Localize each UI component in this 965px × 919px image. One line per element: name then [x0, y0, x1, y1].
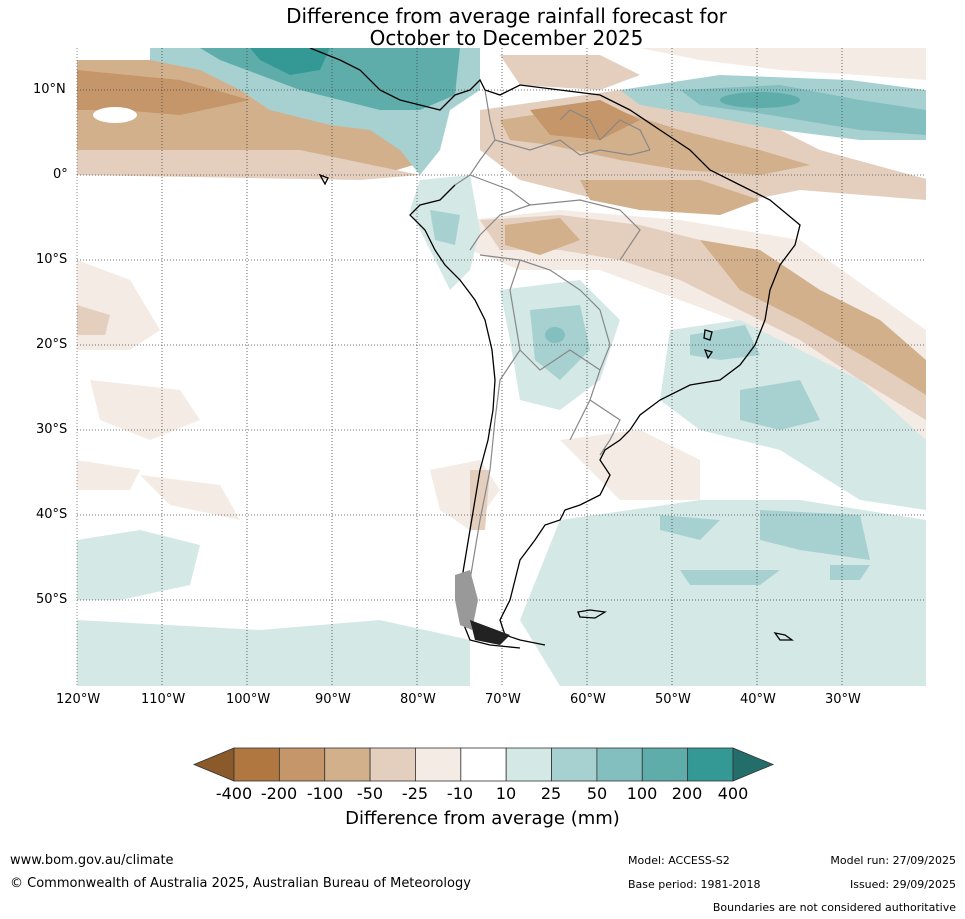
- lat-label: 0°: [53, 167, 68, 182]
- colorbar-tick-label: 400: [717, 784, 749, 803]
- wet-south-atlantic: [520, 500, 926, 686]
- colorbar-swatch: [415, 747, 462, 782]
- lon-label: 80°W: [400, 692, 436, 707]
- wet-se-pacific: [77, 530, 200, 600]
- colorbar-swatch: [505, 747, 552, 782]
- chile-fjords: [455, 570, 510, 645]
- colorbar-swatch: [369, 747, 416, 782]
- lon-label: 90°W: [315, 692, 351, 707]
- colorbar-swatch: [278, 747, 326, 782]
- colorbar: [192, 747, 775, 782]
- dry-band-brazil: [470, 210, 926, 470]
- footer-disclaimer: Boundaries are not considered authoritat…: [712, 901, 956, 914]
- lat-label: 50°S: [36, 592, 68, 607]
- colorbar-tick-label: -50: [356, 784, 384, 803]
- lon-label: 110°W: [141, 692, 186, 707]
- colorbar-tick-label: 200: [671, 784, 703, 803]
- footer-copyright: © Commonwealth of Australia 2025, Austra…: [10, 876, 471, 891]
- colorbar-swatch: [641, 747, 689, 782]
- colorbar-swatch: [551, 747, 598, 782]
- lat-label: 30°S: [36, 422, 68, 437]
- colorbar-swatch: [324, 747, 371, 782]
- lon-label: 30°W: [825, 692, 861, 707]
- footer-issued: Issued: 29/09/2025: [849, 878, 956, 891]
- colorbar-title: Difference from average (mm): [345, 808, 620, 829]
- lat-label: 10°S: [36, 252, 68, 267]
- colorbar-tick-label: 10: [495, 784, 517, 803]
- footer-url: www.bom.gov.au/climate: [10, 853, 174, 868]
- footer-base-period: Base period: 1981-2018: [628, 878, 761, 891]
- colorbar-arrow-high: [732, 747, 775, 782]
- colorbar-tick-label: 100: [626, 784, 658, 803]
- colorbar-tick-label: -200: [260, 784, 298, 803]
- country-borders: [454, 89, 651, 621]
- colorbar-tick-label: -100: [306, 784, 344, 803]
- lat-label: 40°S: [36, 507, 68, 522]
- colorbar-tick-label: -10: [446, 784, 474, 803]
- lon-label: 70°W: [485, 692, 521, 707]
- lat-label: 20°S: [36, 337, 68, 352]
- lon-label: 120°W: [56, 692, 101, 707]
- footer-model: Model: ACCESS-S2: [628, 854, 730, 867]
- colorbar-tick-label: -25: [401, 784, 429, 803]
- lon-label: 50°W: [655, 692, 691, 707]
- map-title-line-1: Difference from average rainfall forecas…: [286, 4, 727, 28]
- lat-label: 10°N: [33, 82, 66, 97]
- colorbar-swatch: [596, 747, 643, 782]
- lon-label: 40°W: [740, 692, 776, 707]
- colorbar-swatch: [460, 747, 507, 782]
- colorbar-tick-label: 50: [586, 784, 608, 803]
- lon-label: 100°W: [226, 692, 271, 707]
- footer-model-run: Model run: 27/09/2025: [830, 854, 956, 867]
- graticule: [77, 48, 926, 686]
- lon-label: 60°W: [570, 692, 606, 707]
- colorbar-swatch: [687, 747, 734, 782]
- colorbar-tick-label: -400: [215, 784, 253, 803]
- colorbar-arrow-low: [192, 747, 235, 782]
- map-title-line-2: October to December 2025: [369, 26, 644, 50]
- colorbar-swatch: [233, 747, 280, 782]
- colorbar-tick-label: 25: [540, 784, 562, 803]
